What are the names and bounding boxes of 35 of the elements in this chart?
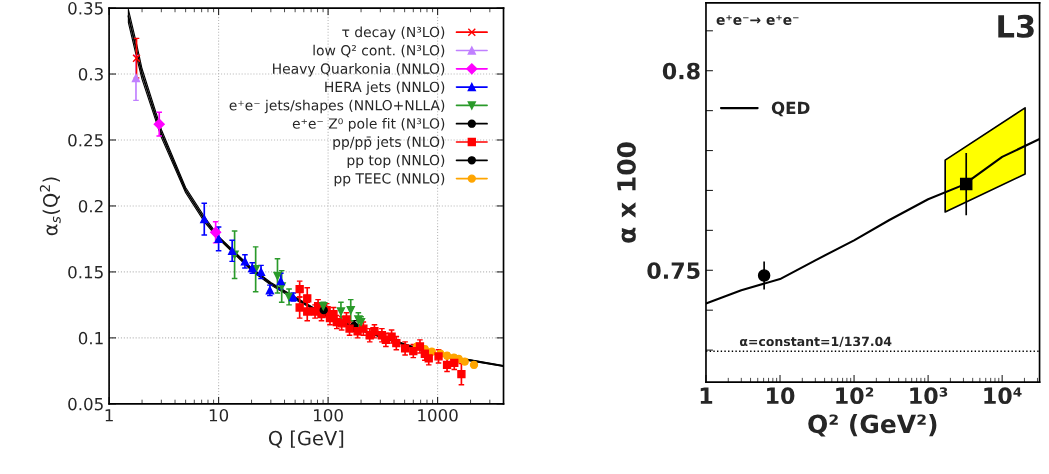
y-tick-label: 0.8	[662, 62, 700, 80]
legend-label: e⁺e⁻ Z⁰ pole fit (N³LO)	[292, 118, 445, 132]
y-tick-label: 0.25	[68, 133, 103, 147]
legend-label: QED	[771, 101, 810, 117]
legend-label: HERA jets (NNLO)	[325, 81, 445, 95]
legend-label: low Q² cont. (N³LO)	[313, 44, 445, 58]
y-axis-title: α x 100	[616, 142, 636, 243]
legend-label: pp top (NNLO)	[347, 154, 445, 169]
x-tick-label: 10²	[836, 387, 874, 405]
legend-label: Heavy Quarkonia (NNLO)	[273, 63, 445, 77]
x-tick-label: 10³	[910, 387, 948, 405]
y-tick-label: 0.3	[78, 67, 103, 81]
annotation: e⁺e⁻→ e⁺e⁻	[716, 15, 799, 25]
legend-label: pp TEEC (NNLO)	[334, 172, 445, 187]
x-tick-label: 10⁴	[984, 387, 1022, 405]
x-tick-label: 100	[314, 409, 343, 422]
x-tick-label: 1	[105, 409, 113, 422]
legend-label: pp/pp̄ jets (NLO)	[333, 136, 445, 150]
x-tick-label: 10	[767, 387, 795, 405]
y-tick-label: 0.2	[78, 199, 103, 213]
x-tick-label: 1000	[418, 409, 458, 422]
y-tick-label: 0.15	[68, 265, 103, 279]
y-tick-label: 0.35	[68, 2, 103, 15]
legend-label: τ decay (N³LO)	[342, 26, 445, 40]
legend-label: e⁺e⁻ jets/shapes (NNLO+NLLA)	[229, 99, 445, 114]
annotation: L3	[998, 14, 1034, 38]
x-tick-label: 10	[209, 409, 229, 422]
x-axis-title: Q [GeV]	[268, 430, 344, 448]
x-tick-label: 1	[700, 387, 713, 404]
ref-line-label: α=constant=1/137.04	[739, 336, 892, 348]
y-tick-label: 0.1	[78, 331, 103, 345]
y-tick-label: 0.05	[68, 397, 103, 411]
x-axis-title: Q² (GeV²)	[808, 413, 937, 437]
y-tick-label: 0.75	[647, 262, 700, 280]
y-axis-title: α$_{s}$(Q$^{2}$)	[39, 177, 61, 236]
